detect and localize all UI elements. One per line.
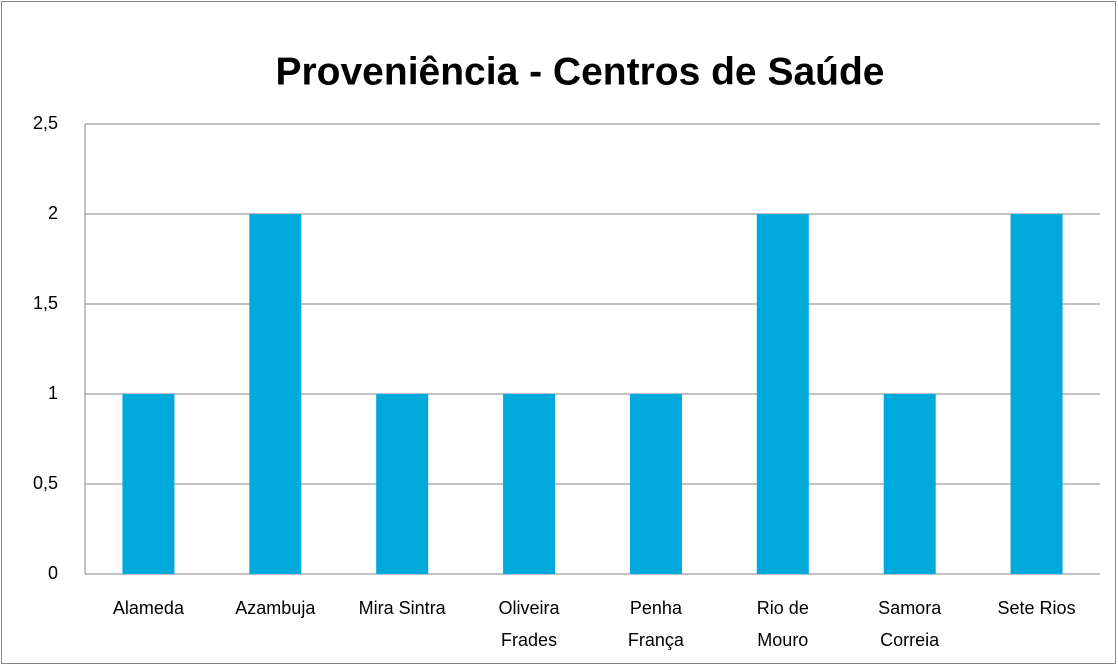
y-tick-label: 2,5	[33, 113, 58, 133]
bar	[629, 394, 682, 574]
bar	[756, 214, 809, 574]
chart-title: Proveniência - Centros de Saúde	[275, 50, 884, 93]
x-tick-label: Oliveira Frades	[499, 598, 561, 650]
x-tick-label: Mira Sintra	[359, 598, 447, 618]
bar	[249, 214, 302, 574]
x-tick-label: Samora Correia	[878, 598, 942, 650]
y-tick-label: 2	[48, 203, 58, 223]
x-tick-label: Alameda	[113, 598, 185, 618]
x-tick-label: Penha França	[628, 598, 685, 650]
bar	[503, 394, 556, 574]
y-tick-label: 1	[48, 383, 58, 403]
bar	[376, 394, 429, 574]
x-tick-label: Sete Rios	[998, 598, 1076, 618]
bar	[1010, 214, 1063, 574]
y-tick-label: 0,5	[33, 473, 58, 493]
x-tick-label: Rio de Mouro	[757, 598, 809, 650]
x-tick-label: Azambuja	[235, 598, 316, 618]
bar	[883, 394, 936, 574]
y-tick-label: 0	[48, 563, 58, 583]
y-tick-label: 1,5	[33, 293, 58, 313]
bar	[122, 394, 175, 574]
